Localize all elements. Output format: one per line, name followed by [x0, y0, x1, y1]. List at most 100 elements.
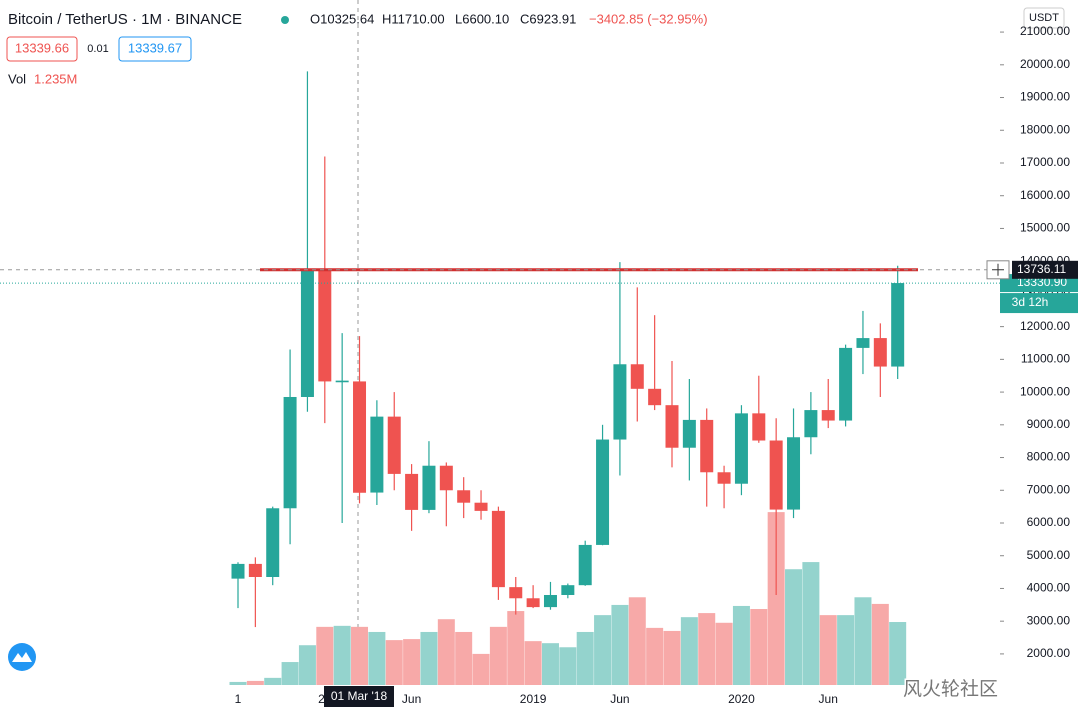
candle-body: [300, 270, 314, 397]
currency: USDT: [1029, 12, 1059, 24]
volume-bar: [594, 615, 612, 685]
volume-bar: [715, 622, 733, 685]
x-tick-label: Jun: [819, 692, 838, 706]
ohlc-change: −3402.85 (−32.95%): [589, 11, 708, 26]
candle-body: [335, 380, 349, 383]
volume-bar: [333, 625, 351, 685]
candle-body: [891, 283, 905, 367]
y-tick-label: 12000.00: [1020, 319, 1070, 333]
volume-bar: [767, 512, 785, 685]
candle-body: [682, 419, 696, 448]
volume-bar: [837, 615, 855, 685]
y-tick-label: 2000.00: [1027, 646, 1071, 660]
y-tick-label: 9000.00: [1027, 417, 1071, 431]
volume-bar: [680, 617, 698, 685]
candle-body: [439, 465, 453, 491]
volume-bar: [559, 647, 577, 685]
ohlc-close: C6923.91: [520, 11, 576, 26]
y-tick-label: 6000.00: [1027, 515, 1071, 529]
candle-body: [734, 413, 748, 484]
countdown-tag: [1000, 293, 1078, 314]
countdown: 3d 12h: [1012, 295, 1049, 309]
y-tick-label: 7000.00: [1027, 482, 1071, 496]
spread: 0.01: [87, 43, 108, 55]
candle-body: [630, 364, 644, 389]
y-tick-label: 8000.00: [1027, 450, 1071, 464]
volume-bar: [611, 604, 629, 685]
candle-body: [821, 410, 835, 421]
y-tick-label: 11000.00: [1021, 352, 1070, 366]
y-tick-label: 17000.00: [1020, 155, 1070, 169]
volume-bar: [646, 627, 664, 685]
candle-body: [318, 270, 332, 382]
volume-bar: [785, 569, 803, 685]
candle-body: [457, 490, 471, 503]
volume-bar: [264, 677, 282, 685]
volume-bar: [819, 615, 837, 685]
status-dot: [281, 16, 289, 24]
x-tick-label: 2020: [728, 692, 755, 706]
crosshair-date: 01 Mar '18: [331, 689, 388, 703]
volume-bar: [298, 645, 316, 685]
y-tick-label: 16000.00: [1020, 188, 1070, 202]
volume-bar: [455, 631, 473, 685]
volume-bar: [802, 562, 820, 685]
logo: [8, 643, 36, 671]
volume-bar: [541, 643, 559, 685]
price-axis: [1000, 0, 1080, 711]
y-tick-label: 4000.00: [1027, 581, 1071, 595]
y-tick-label: 19000.00: [1020, 90, 1070, 104]
candle-body: [283, 396, 297, 509]
volume-bar: [420, 631, 438, 685]
watermark: 风火轮社区: [903, 678, 998, 700]
candle-body: [578, 544, 592, 586]
volume-bar: [524, 641, 542, 685]
ask-box[interactable]: [118, 36, 192, 62]
crosshair-date-tag: [324, 686, 394, 707]
candle-body: [856, 338, 870, 348]
candle-body: [769, 440, 783, 510]
candle-body: [752, 413, 766, 441]
bid-box[interactable]: [6, 36, 78, 62]
currency-button[interactable]: [1023, 7, 1065, 29]
candle-body: [422, 465, 436, 510]
candle-body: [839, 347, 853, 421]
volume-bar: [889, 622, 907, 685]
volume-bar: [281, 662, 299, 685]
candle-body: [405, 473, 419, 510]
volume-bar: [489, 626, 507, 685]
candle-body: [873, 338, 887, 367]
ohlc-open: O10325.64: [310, 11, 374, 26]
candle-body: [231, 563, 245, 579]
bid: 13339.66: [15, 40, 69, 55]
volume-bar: [385, 640, 403, 685]
volume-bar: [732, 605, 750, 685]
crosshair-plus: [992, 263, 1004, 276]
volume-bar: [507, 611, 525, 685]
logo-icon: [12, 652, 32, 662]
volume-bar: [246, 680, 264, 685]
y-tick-label: 15000.00: [1020, 221, 1070, 235]
ohlc-high: H11710.00: [382, 11, 445, 26]
candle-body: [543, 594, 557, 608]
candle-body: [717, 472, 731, 484]
y-tick-label: 3000.00: [1027, 613, 1071, 627]
y-tick-label: 21000.00: [1020, 24, 1070, 38]
candle-body: [613, 364, 627, 440]
candle-body: [561, 585, 575, 595]
x-tick-label: Jun: [610, 692, 629, 706]
volume-bar: [403, 639, 421, 685]
x-tick-label: Jun: [402, 692, 421, 706]
volume-bar: [229, 681, 247, 685]
x-tick-label: 1: [235, 692, 242, 706]
y-tick-label: 18000.00: [1020, 122, 1070, 136]
volume-bar: [316, 626, 334, 685]
volume-bar: [472, 653, 490, 685]
candle-body: [665, 405, 679, 448]
volume-bar: [628, 597, 646, 685]
candle-body: [787, 437, 801, 510]
volume-bar: [368, 631, 386, 685]
candle-body: [509, 587, 523, 599]
candle-body: [596, 439, 610, 545]
